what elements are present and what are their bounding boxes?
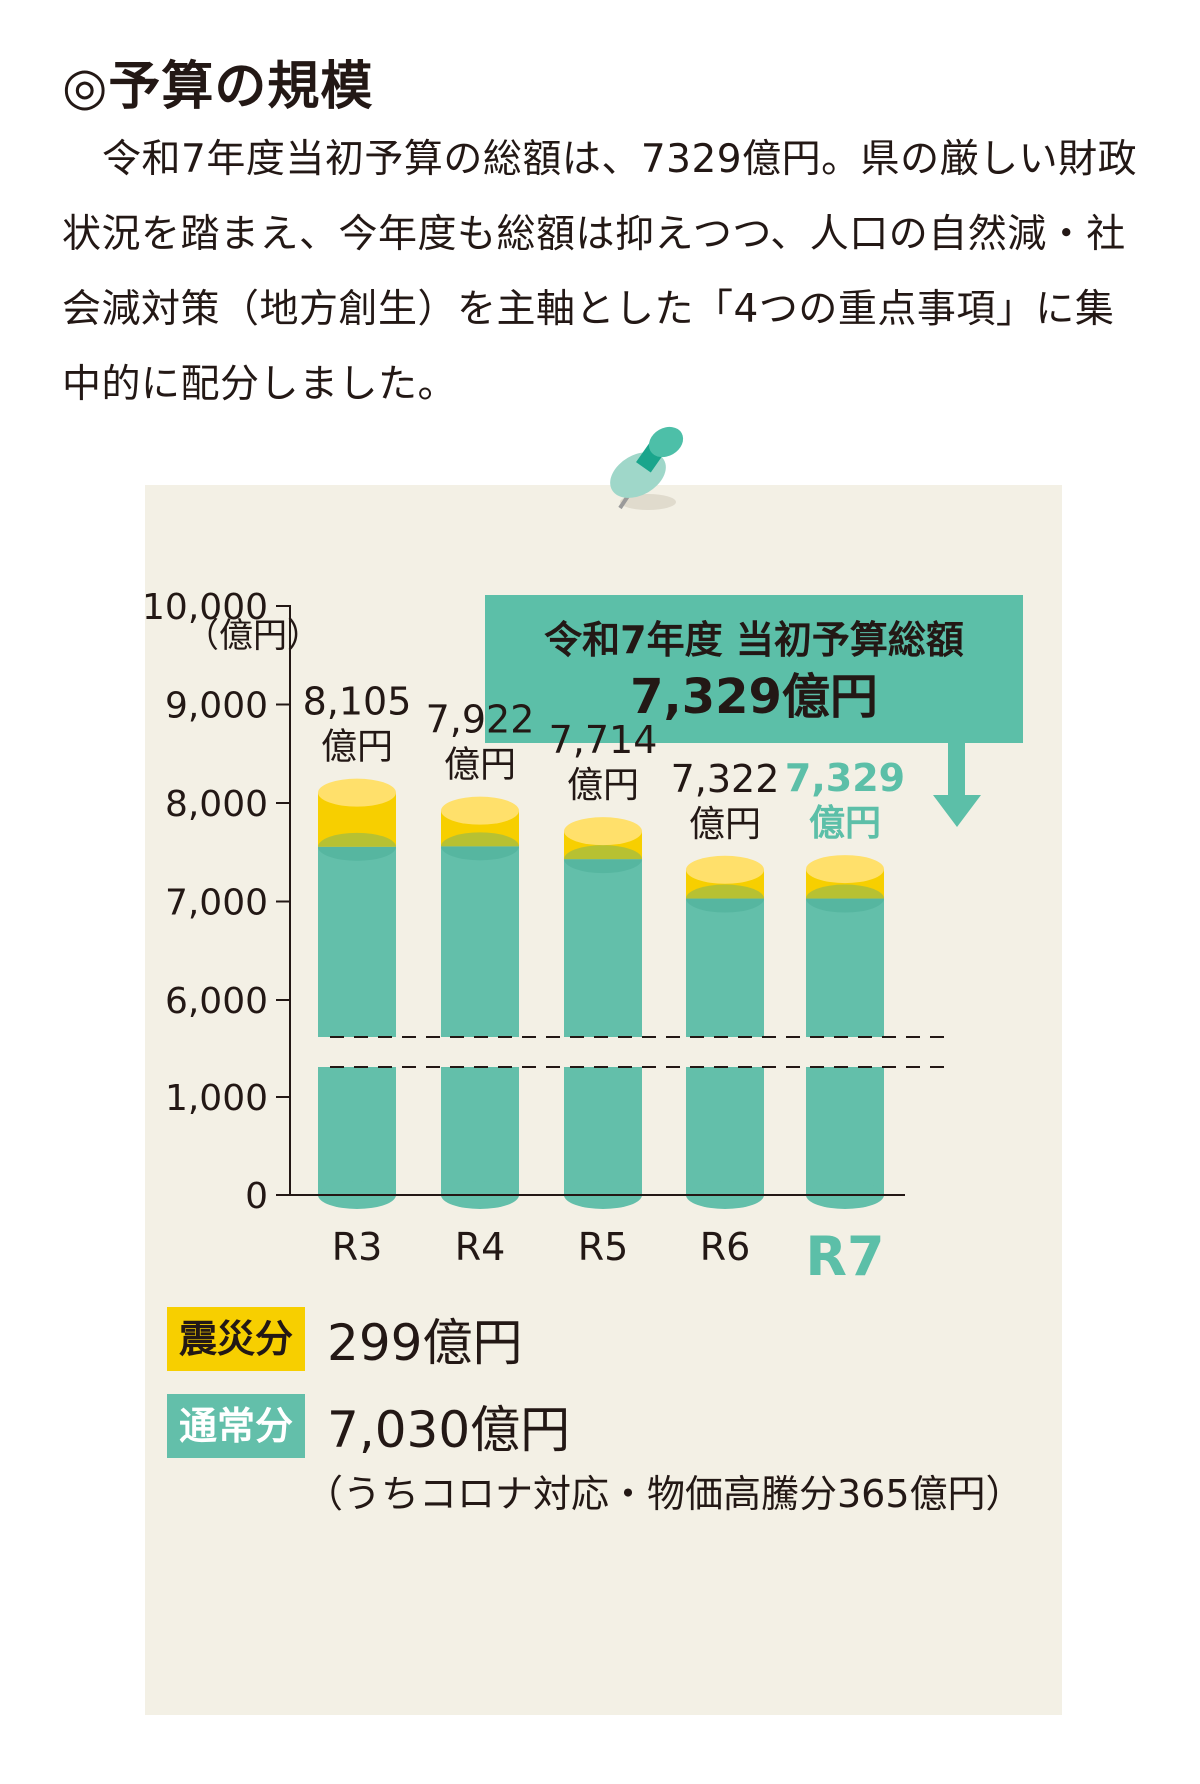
callout-title: 令和7年度 当初予算総額 <box>544 618 964 662</box>
y-tick-label: 0 <box>245 1176 268 1217</box>
data-label-unit: 億円 <box>321 727 393 768</box>
chart-panel: （億円） 令和7年度 当初予算総額 7,329億円 8,105 億円 R3 7,922… <box>145 485 1062 1715</box>
y-tick-label: 7,000 <box>165 883 268 924</box>
y-axis-unit-label: （億円） <box>185 616 321 656</box>
bar-normal-lower <box>564 1067 642 1195</box>
legend-normal-value: 7,030億円 <box>327 1401 571 1459</box>
bar-normal-upper <box>564 859 642 1037</box>
x-tick-label: R6 <box>700 1225 751 1269</box>
bar-top <box>806 855 884 884</box>
bar-normal-lower <box>318 1067 396 1195</box>
bar-R5 <box>564 817 642 1209</box>
bar-top <box>686 855 764 884</box>
callout-amount: 7,329億円 <box>630 669 878 725</box>
data-label-value: 7,322 <box>671 757 780 801</box>
data-label-unit: 億円 <box>809 803 881 844</box>
bar-seam <box>686 884 764 913</box>
callout-arrow-head <box>933 795 981 827</box>
axis-break-gap <box>298 1037 953 1067</box>
y-tick-label: 10,000 <box>145 587 268 628</box>
section-heading: ◎予算の規模 <box>62 57 374 117</box>
data-label-unit: 億円 <box>444 745 516 786</box>
x-tick-label: R4 <box>455 1225 506 1269</box>
bar-normal-upper <box>806 898 884 1037</box>
bar-top <box>318 778 396 807</box>
bar-normal-lower <box>806 1067 884 1195</box>
data-label-unit: 億円 <box>567 765 639 806</box>
y-tick-label: 9,000 <box>165 686 268 727</box>
bar-normal-lower <box>686 1067 764 1195</box>
data-label-value: 7,714 <box>549 718 658 762</box>
total-callout: 令和7年度 当初予算総額 7,329億円 <box>485 595 1023 827</box>
bar-top <box>441 796 519 825</box>
y-tick-label: 1,000 <box>165 1078 268 1119</box>
bar-normal-upper <box>686 898 764 1037</box>
data-label-value: 7,922 <box>426 698 535 742</box>
data-label-unit: 億円 <box>689 804 761 845</box>
bar-seam <box>318 832 396 861</box>
bar-normal-upper <box>318 846 396 1037</box>
x-tick-label: R3 <box>332 1225 383 1269</box>
legend-normal-badge: 通常分 <box>167 1394 306 1458</box>
callout-arrow-shaft <box>948 743 965 800</box>
bar-R6 <box>686 855 764 1209</box>
callout-box <box>485 595 1023 743</box>
legend-disaster: 震災分 299億円 <box>167 1303 522 1375</box>
push-pin-icon <box>610 426 684 510</box>
budget-description: 令和7年度当初予算の総額は、7329億円。県の厳しい財政状況を踏まえ、今年度も総… <box>62 137 1138 407</box>
legend-disaster-value: 299億円 <box>327 1314 523 1372</box>
data-label-value: 8,105 <box>303 680 412 724</box>
legend-disaster-badge: 震災分 <box>167 1307 306 1371</box>
budget-chart: （億円） 令和7年度 当初予算総額 7,329億円 8,105億円R37,922… <box>145 587 1023 1288</box>
bar-seam <box>564 845 642 874</box>
x-tick-label: R7 <box>805 1225 884 1288</box>
legend-normal-note: （うちコロナ対応・物価高騰分365億円） <box>305 1472 1024 1516</box>
bar-seam <box>806 884 884 913</box>
bar-top <box>564 817 642 846</box>
y-tick-label: 6,000 <box>165 981 268 1022</box>
y-tick-label: 8,000 <box>165 784 268 825</box>
bar-R7 <box>806 855 884 1209</box>
legend-normal: 通常分 7,030億円 <box>167 1390 570 1462</box>
x-tick-label: R5 <box>578 1225 629 1269</box>
bar-R3 <box>318 778 396 1209</box>
bar-normal-upper <box>441 846 519 1037</box>
bar-normal-lower <box>441 1067 519 1195</box>
bar-seam <box>441 832 519 861</box>
data-label-value: 7,329 <box>785 756 905 800</box>
bar-R4 <box>441 796 519 1209</box>
